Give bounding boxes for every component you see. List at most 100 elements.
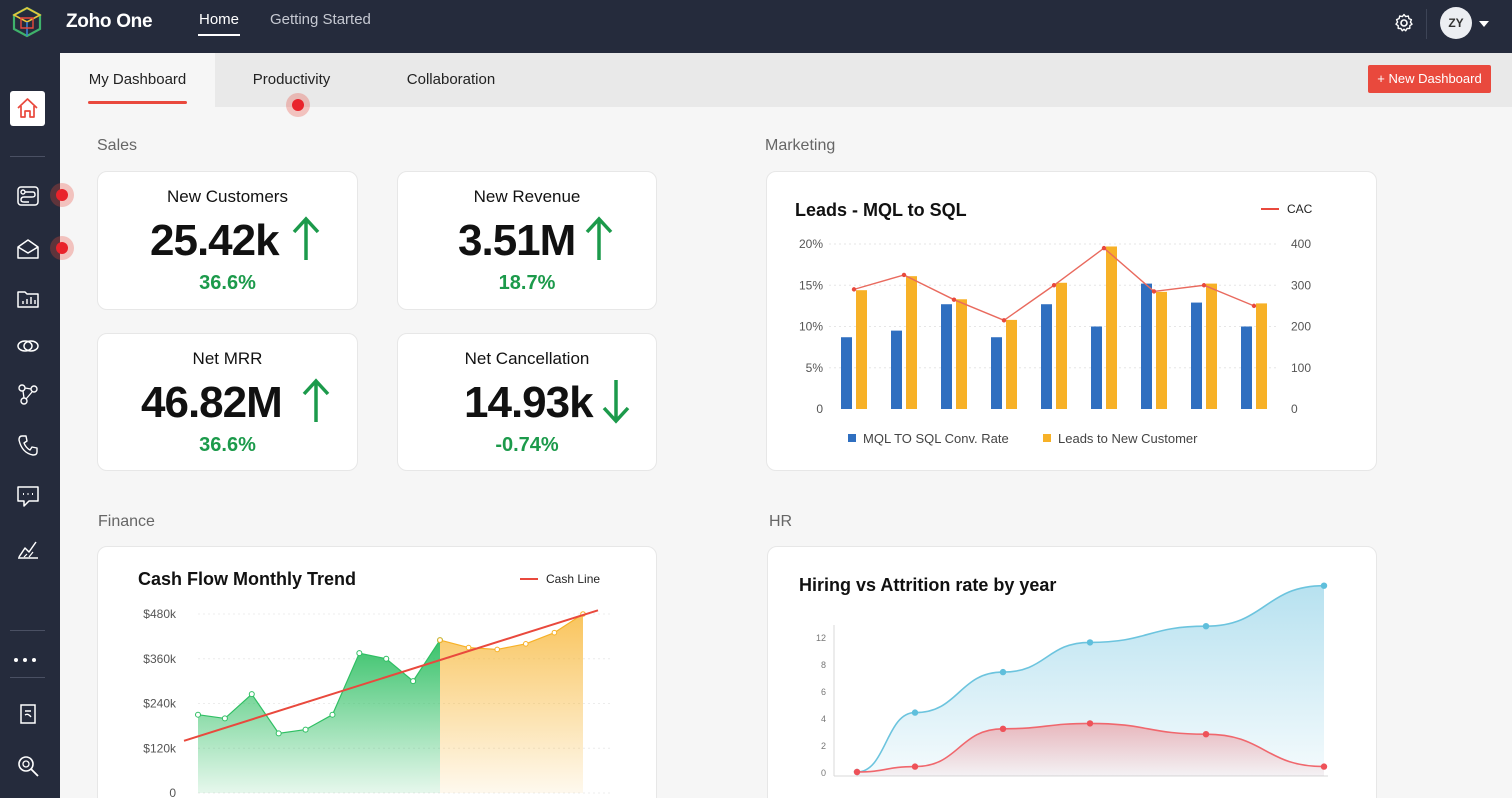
kpi-value: 3.51M [458,216,576,265]
kpi-value: 14.93k [464,378,594,427]
bar-mql-to-sql [841,337,852,409]
actual-point [329,711,336,718]
hiring-area [857,585,1324,776]
hiring-point [1202,623,1210,630]
bar-leads-to-customer [1256,303,1267,409]
bar-leads-to-customer [856,290,867,409]
y-right-tick-label: 300 [1291,278,1311,292]
actual-line [197,639,441,734]
new-dashboard-button[interactable]: + New Dashboard [1368,65,1491,93]
hiring-line [856,584,1325,773]
leads-bar-chart: 20% 15% 10% 5% 0 400 300 200 100 0 CAC MQL TO SQL C… [799,202,1313,446]
kpi-change: 36.6% [199,434,256,456]
tab-productivity[interactable]: Productivity [230,53,353,107]
sidebar-item-home[interactable] [10,91,45,126]
y-tick-label: $240k [143,697,177,711]
arrow-up-icon [302,378,330,422]
section-title-marketing: Marketing [765,137,836,154]
sidebar [0,53,60,798]
actual-point [275,730,282,737]
analytics-icon[interactable] [14,535,42,563]
bar-mql-to-sql [891,330,902,409]
active-tab-underline [88,101,187,104]
chart-title: Cash Flow Monthly Trend [138,569,357,589]
actual-point [356,650,363,657]
top-bar: Zoho One Home Getting Started ZY [0,0,1512,53]
link-icon[interactable] [14,332,42,360]
section-title-hr: HR [769,513,793,530]
finance-chart-card[interactable]: Cash Flow Monthly Trend $480k $360k $240k $… [97,546,657,798]
topnav-getting-started[interactable]: Getting Started [270,11,371,28]
y-tick-label: 12 [816,633,826,643]
hiring-point [1086,639,1094,646]
cash-line [183,609,599,742]
bar-mql-to-sql [1041,304,1052,409]
kpi-value: 46.82M [141,378,283,427]
chart-title: Leads - MQL to SQL [795,200,967,220]
home-icon [17,98,38,118]
avatar[interactable]: ZY [1440,7,1472,39]
attrition-point [1202,731,1210,738]
actual-point [383,655,390,662]
legend-label: CAC [1287,202,1313,216]
bar-mql-to-sql [991,337,1002,409]
forecast-point [437,637,443,643]
y-left-tick-label: 20% [799,237,823,251]
forecast-point [494,646,501,653]
script-icon[interactable] [14,700,42,728]
dashboard-route-icon[interactable] [14,182,42,210]
kpi-change: 36.6% [199,272,256,294]
y-tick-label: $480k [143,607,177,621]
y-right-tick-label: 100 [1291,361,1311,375]
tab-label: Collaboration [406,71,496,88]
bar-mql-to-sql [1141,283,1152,409]
hotspot-marker[interactable] [50,183,74,207]
hotspot-marker[interactable] [286,93,310,117]
kpi-card-new-revenue[interactable]: New Revenue 3.51M 18.7% [397,171,657,310]
more-icon[interactable] [14,649,44,662]
forecast-point [523,641,529,647]
hiring-point [999,668,1007,676]
cac-point [1101,245,1107,251]
cac-point [951,297,957,302]
folder-chart-icon[interactable] [14,284,42,312]
marketing-chart-card[interactable]: Leads - MQL to SQL 20% 15% 10% 5% 0 400 300 200… [766,171,1377,471]
chevron-down-icon[interactable] [1479,21,1489,27]
divider [1426,9,1427,39]
cac-point [901,272,907,278]
search-icon[interactable] [14,752,42,780]
chat-icon[interactable] [14,482,42,510]
workflow-icon[interactable] [14,380,42,408]
bar-mql-to-sql [941,304,952,409]
topnav-home[interactable]: Home [197,11,241,36]
bar-mql-to-sql [1091,326,1102,409]
phone-icon[interactable] [14,431,42,459]
y-right-tick-label: 200 [1291,320,1311,334]
kpi-label: New Revenue [473,187,581,206]
kpi-card-net-cancellation[interactable]: Net Cancellation 14.93k -0.74% [397,333,657,471]
kpi-card-new-customers[interactable]: New Customers 25.42k 36.6% [97,171,358,310]
hotspot-marker[interactable] [50,236,74,260]
chart-title: Hiring vs Attrition rate by year [799,575,1057,595]
attrition-point [1320,763,1328,770]
mail-icon[interactable] [14,235,42,263]
legend-label: Cash Line [546,572,600,586]
bar-leads-to-customer [956,299,967,409]
bar-leads-to-customer [1056,282,1067,409]
forecast-point [551,629,558,636]
bar-mql-to-sql [1191,302,1202,409]
tab-label: My Dashboard [88,71,187,88]
tab-my-dashboard[interactable]: My Dashboard [60,53,215,107]
tab-collaboration[interactable]: Collaboration [390,53,512,107]
y-left-tick-label: 5% [806,361,824,375]
cac-point [1051,283,1057,288]
y-tick-label: 0 [821,768,826,778]
actual-point [195,711,201,718]
kpi-value: 25.42k [150,216,280,265]
sidebar-divider [10,156,45,157]
kpi-card-net-mrr[interactable]: Net MRR 46.82M 36.6% [97,333,358,471]
hr-chart-card[interactable]: Hiring vs Attrition rate by year 12 8 6 4 2 0 [767,546,1377,798]
gear-icon[interactable] [1394,13,1414,33]
zoho-logo-icon[interactable] [12,6,42,38]
y-left-tick-label: 10% [799,320,823,334]
